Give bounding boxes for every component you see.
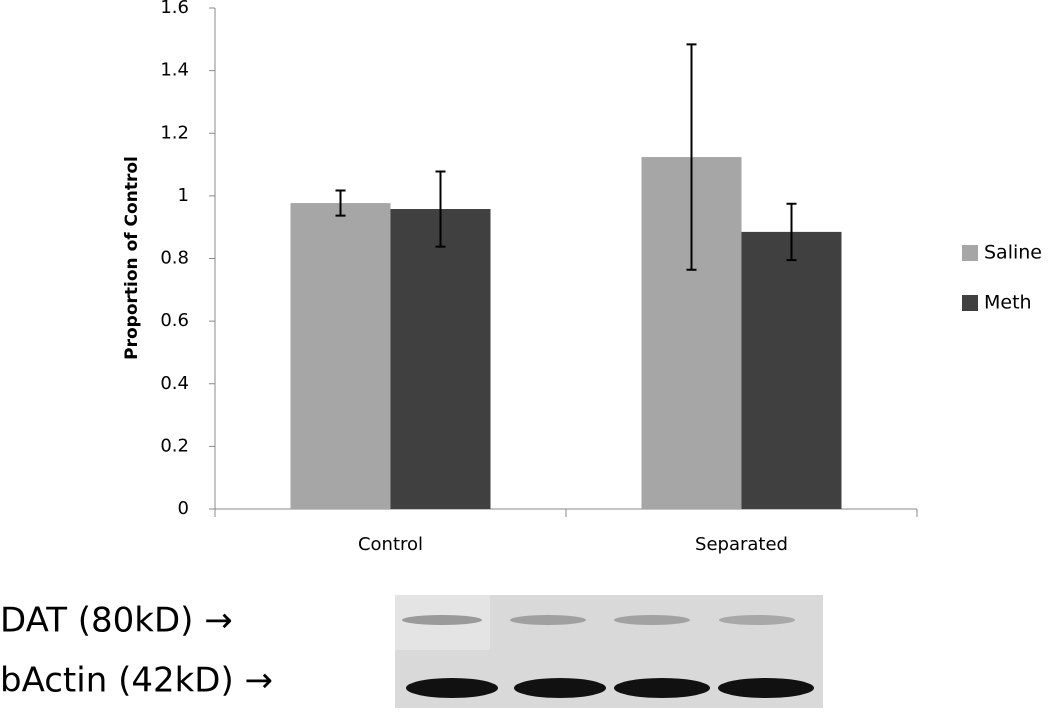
y-tick-label: 0.8 — [160, 248, 189, 269]
y-tick-label: 0.6 — [160, 310, 189, 331]
bar — [290, 203, 391, 509]
actin-band — [514, 678, 606, 698]
error-bar — [435, 170, 446, 248]
bar — [741, 231, 842, 509]
y-axis-label: Proportion of Control — [122, 156, 142, 360]
actin-band — [614, 678, 710, 698]
blot-label: DAT (80kD) → — [0, 601, 233, 641]
error-bar — [335, 189, 346, 217]
dat-band — [510, 615, 586, 625]
actin-band — [718, 678, 814, 698]
error-bar — [786, 202, 797, 262]
dat-band — [719, 615, 795, 625]
x-tick-label: Separated — [695, 534, 788, 555]
y-tick-label: 0.4 — [160, 373, 189, 394]
legend-label: Meth — [984, 292, 1032, 314]
y-tick-label: 1 — [178, 185, 189, 206]
dat-band — [402, 615, 482, 625]
legend-swatch — [962, 295, 978, 311]
x-tick-label: Control — [358, 534, 423, 555]
error-bar — [686, 43, 697, 271]
blot-label: bActin (42kD) → — [0, 661, 273, 701]
y-tick-label: 0 — [178, 498, 189, 519]
western-blot: DAT (80kD) → bActin (42kD) → — [0, 595, 823, 708]
y-tick-label: 1.6 — [160, 0, 189, 18]
legend-swatch — [962, 245, 978, 261]
legend-label: Saline — [984, 242, 1042, 264]
actin-band — [406, 678, 498, 698]
y-tick-label: 1.2 — [160, 122, 189, 143]
y-tick-label: 0.2 — [160, 435, 189, 456]
dat-band — [614, 615, 690, 625]
y-tick-label: 1.4 — [160, 60, 189, 81]
bar — [390, 209, 491, 509]
